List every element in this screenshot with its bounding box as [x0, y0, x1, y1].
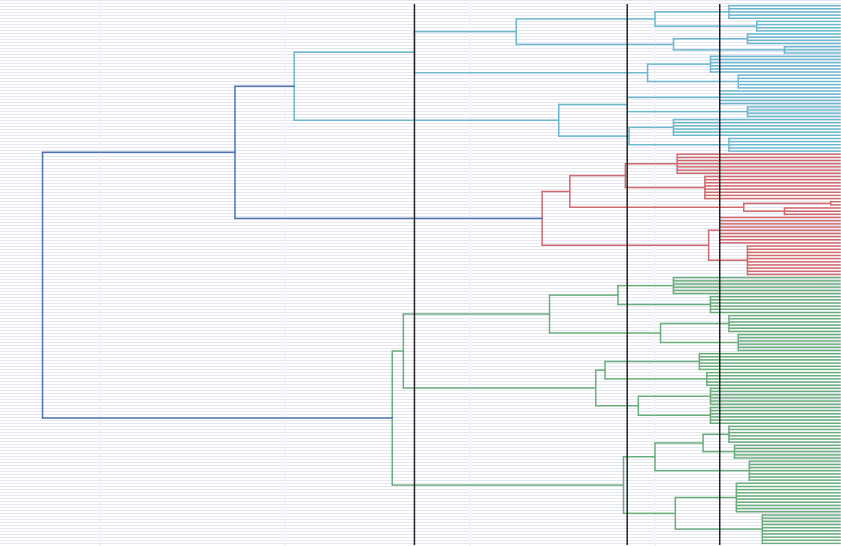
page: (() => { const data = JSON.parse(documen…: [0, 0, 841, 546]
chart: [0, 0, 841, 546]
